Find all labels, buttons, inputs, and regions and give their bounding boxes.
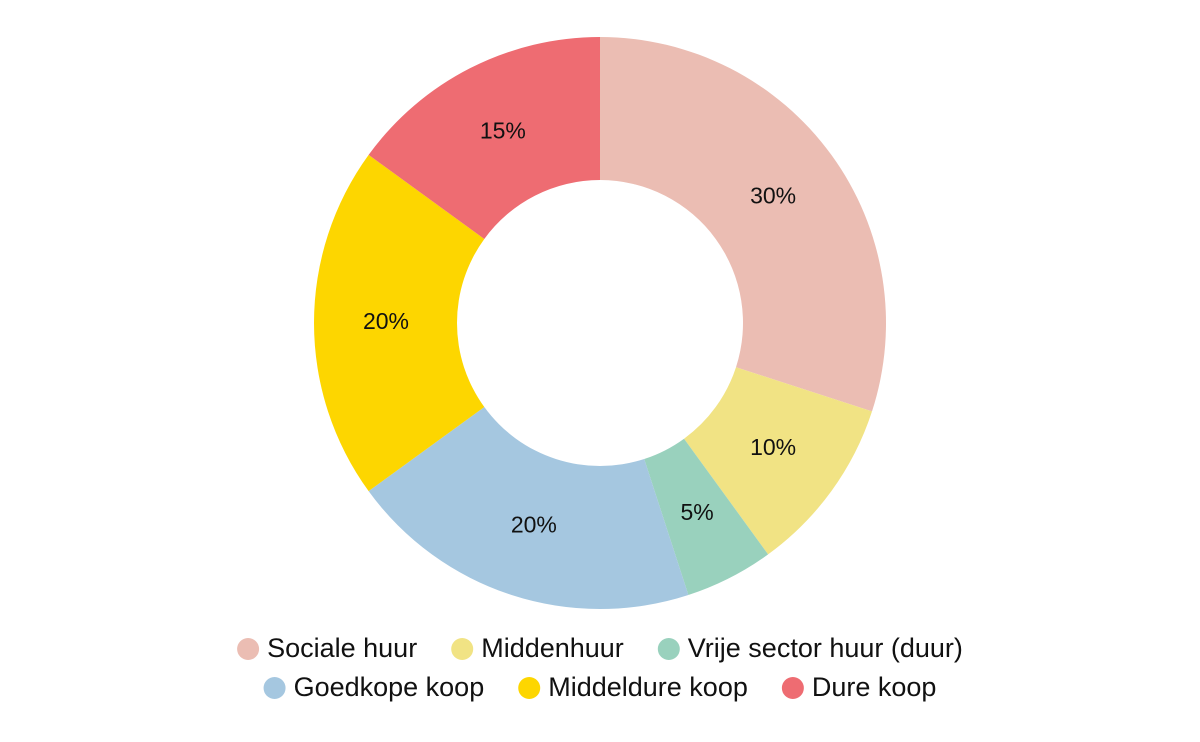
legend-marker — [518, 677, 541, 699]
legend-label: Sociale huur — [267, 633, 417, 663]
legend-marker — [451, 638, 474, 660]
slice — [368, 37, 600, 239]
legend-label: Dure koop — [812, 672, 937, 702]
slice — [368, 407, 689, 609]
slice-label: 20% — [511, 512, 557, 538]
legend-label: Middeldure koop — [548, 672, 748, 702]
legend-marker — [263, 677, 286, 699]
slice-label: 30% — [750, 182, 796, 208]
legend-marker — [657, 638, 680, 660]
legend-label: Vrije sector huur (duur) — [688, 633, 963, 663]
slice-label: 5% — [681, 499, 714, 525]
slice-label: 15% — [480, 117, 526, 143]
slice — [644, 438, 769, 596]
legend-marker — [781, 677, 804, 699]
legend-label: Goedkope koop — [294, 672, 485, 702]
slice — [684, 367, 873, 555]
slice-label: 20% — [363, 308, 409, 334]
slice — [600, 37, 886, 412]
slice — [314, 154, 485, 492]
legend-marker — [237, 638, 260, 660]
legend-label: Middenhuur — [481, 633, 624, 663]
slice-label: 10% — [750, 434, 796, 460]
